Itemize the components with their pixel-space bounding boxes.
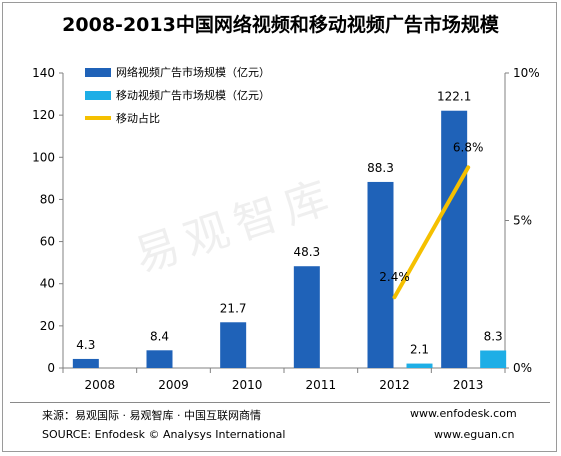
legend-swatch-online bbox=[85, 68, 111, 77]
bars-group bbox=[72, 110, 507, 368]
data-label-online: 48.3 bbox=[293, 245, 320, 259]
y-tick-label: 60 bbox=[40, 235, 55, 249]
y-tick-label: 0 bbox=[47, 361, 55, 375]
data-label-online: 4.3 bbox=[76, 338, 95, 352]
ratio-line bbox=[392, 165, 471, 300]
legend-label-ratio: 移动占比 bbox=[116, 111, 160, 125]
bar-online-video bbox=[146, 350, 173, 368]
data-label-online: 88.3 bbox=[367, 161, 394, 175]
x-tick-label: 2011 bbox=[306, 378, 337, 392]
x-tick-label: 2012 bbox=[379, 378, 410, 392]
bar-online-video bbox=[441, 110, 468, 368]
y-tick-label: 80 bbox=[40, 192, 55, 206]
y-tick-label: 140 bbox=[32, 66, 55, 80]
data-label-online: 8.4 bbox=[150, 329, 169, 343]
data-label-ratio: 6.8% bbox=[453, 140, 484, 154]
y-tick-label: 120 bbox=[32, 108, 55, 122]
x-tick-label: 2010 bbox=[232, 378, 263, 392]
y-tick-label: 20 bbox=[40, 319, 55, 333]
footer-source-en: SOURCE: Enfodesk © Analysys Internationa… bbox=[42, 428, 286, 441]
x-tick-label: 2008 bbox=[85, 378, 116, 392]
data-label-online: 122.1 bbox=[437, 90, 471, 104]
footer-divider bbox=[10, 402, 550, 403]
bar-online-video bbox=[367, 181, 394, 368]
footer-site-enfodesk: www.enfodesk.com bbox=[410, 407, 517, 420]
data-label-mobile: 2.1 bbox=[410, 343, 429, 357]
bar-online-video bbox=[293, 266, 320, 368]
x-tick-label: 2009 bbox=[158, 378, 189, 392]
legend: 网络视频广告市场规模（亿元） 移动视频广告市场规模（亿元） 移动占比 bbox=[85, 65, 270, 125]
legend-label-mobile: 移动视频广告市场规模（亿元） bbox=[116, 88, 270, 102]
legend-swatch-mobile bbox=[85, 91, 111, 100]
y-tick-label: 100 bbox=[32, 150, 55, 164]
line-group bbox=[392, 165, 471, 300]
bar-online-video bbox=[220, 322, 247, 368]
footer-site-eguan: www.eguan.cn bbox=[434, 428, 515, 441]
y2-tick-label: 5% bbox=[513, 214, 532, 228]
legend-label-online: 网络视频广告市场规模（亿元） bbox=[116, 65, 270, 79]
data-labels-group: 4.3 8.4 21.7 48.3 88.3 122.1 2.1 8.3 2.4% 6.8% bbox=[76, 90, 502, 357]
bar-mobile-video bbox=[480, 350, 507, 368]
axes-group: 0 20 40 60 80 100 120 140 0% 5% 10% 2008 2009 2010 201… bbox=[32, 66, 540, 392]
x-tick-label: 2013 bbox=[453, 378, 484, 392]
chart-title: 2008-2013中国网络视频和移动视频广告市场规模 bbox=[62, 14, 499, 36]
y-tick-label: 40 bbox=[40, 277, 55, 291]
y2-tick-label: 10% bbox=[513, 66, 540, 80]
data-label-mobile: 8.3 bbox=[484, 330, 503, 344]
data-label-online: 21.7 bbox=[220, 301, 247, 315]
data-label-ratio: 2.4% bbox=[379, 270, 410, 284]
bar-mobile-video bbox=[406, 363, 433, 368]
bar-online-video bbox=[72, 358, 99, 368]
y2-tick-label: 0% bbox=[513, 361, 532, 375]
footer-source-cn: 来源：易观国际 · 易观智库 · 中国互联网商情 bbox=[42, 409, 261, 422]
